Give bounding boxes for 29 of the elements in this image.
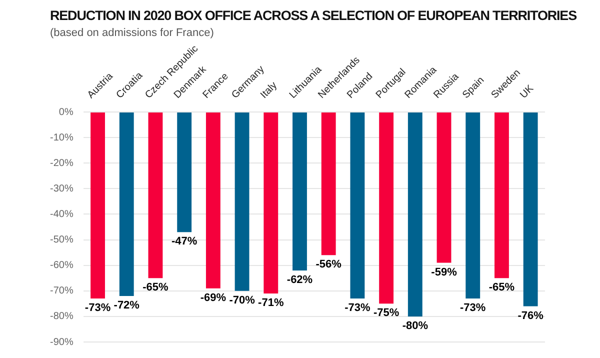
data-label: -73% bbox=[460, 302, 486, 314]
y-tick-label: -20% bbox=[50, 158, 74, 169]
data-label: -80% bbox=[402, 320, 428, 332]
x-tick-label: UK bbox=[518, 82, 536, 101]
data-label: -75% bbox=[373, 307, 400, 320]
data-label: -73% bbox=[84, 302, 111, 314]
data-label: -65% bbox=[142, 282, 169, 294]
data-label: -56% bbox=[316, 258, 342, 271]
chart-subtitle: (based on admissions for France) bbox=[50, 27, 214, 39]
y-tick-label: 0% bbox=[58, 106, 74, 118]
data-label: -65% bbox=[488, 282, 515, 294]
data-label: -72% bbox=[114, 300, 140, 312]
data-label: -62% bbox=[286, 274, 313, 286]
y-tick-label: -10% bbox=[50, 132, 74, 144]
y-tick-label: -50% bbox=[50, 234, 74, 246]
data-label: -59% bbox=[431, 266, 458, 278]
y-tick-label: -70% bbox=[50, 286, 74, 297]
data-label: -76% bbox=[518, 310, 544, 322]
data-label: -70% bbox=[229, 294, 256, 306]
y-tick-label: -40% bbox=[50, 208, 74, 220]
data-label: -47% bbox=[171, 236, 198, 248]
y-tick-label: -80% bbox=[50, 311, 74, 322]
y-tick-label: -60% bbox=[50, 260, 74, 272]
data-label: -69% bbox=[200, 292, 226, 304]
data-label: -73% bbox=[344, 302, 371, 314]
y-tick-label: -30% bbox=[50, 183, 74, 194]
y-tick-label: -90% bbox=[50, 336, 74, 348]
chart-title: REDUCTION IN 2020 BOX OFFICE ACROSS A SELECTION OF EUROPEAN TERRITORIES bbox=[50, 8, 576, 23]
data-label: -71% bbox=[258, 296, 284, 309]
